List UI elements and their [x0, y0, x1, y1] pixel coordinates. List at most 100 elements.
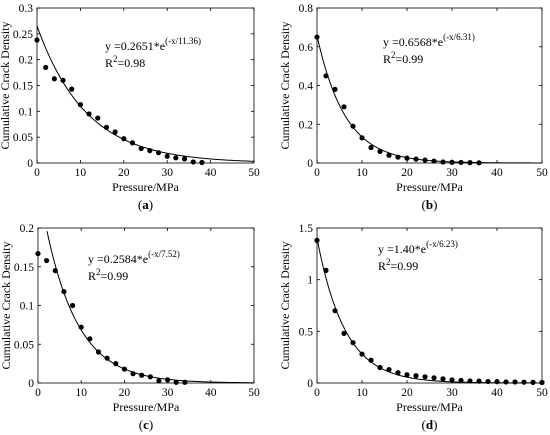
chart-panel-b: 0 10 20 30 40 50 0 0.2 0.4 0.6 0.8 Pressure/MPa Cumu… — [278, 3, 548, 212]
data-point — [129, 140, 136, 146]
data-point — [78, 324, 84, 330]
r-squared-symbol: R — [383, 52, 391, 66]
equation-exponent: (-x/7.52) — [148, 249, 180, 259]
y-axis-label: Cumulative Crack Density — [278, 242, 292, 370]
data-point — [314, 237, 320, 243]
x-tick-label: 40 — [205, 167, 217, 179]
data-point — [173, 155, 179, 161]
data-point — [395, 154, 401, 160]
data-point — [190, 159, 196, 165]
data-point — [350, 340, 356, 346]
x-tick-label: 0 — [314, 167, 320, 179]
x-tick-label: 0 — [34, 167, 40, 179]
equation-base: y =0.2651*e — [105, 39, 165, 53]
x-tick-label: 50 — [536, 387, 548, 399]
data-point — [395, 370, 401, 376]
data-point — [494, 379, 500, 385]
data-point — [431, 158, 437, 164]
data-point — [377, 148, 383, 154]
data-point — [155, 150, 162, 156]
y-tick-label: 0 — [307, 378, 313, 390]
data-point — [404, 155, 410, 161]
data-point — [476, 160, 482, 166]
r-squared-superscript: 2 — [391, 50, 396, 60]
chart-panel-d: 0 10 20 30 40 50 0 0.5 1 1.5 Pressure/MPa Cumulativ… — [278, 223, 548, 432]
x-tick-label: 50 — [248, 167, 260, 179]
data-point — [341, 104, 347, 110]
data-point — [440, 159, 446, 165]
data-point — [139, 372, 145, 378]
equation-exponent: (-x/6.31) — [443, 32, 475, 42]
data-point — [61, 288, 67, 295]
data-point — [69, 302, 76, 309]
y-tick-label: 0.2 — [20, 223, 35, 235]
data-point — [476, 378, 482, 384]
fit-equation: y =0.6568*e(-x/6.31) — [383, 32, 475, 49]
data-point — [121, 366, 127, 372]
y-tick-label: 1 — [307, 275, 313, 287]
y-axis-label: Cumulative Crack Density — [0, 242, 13, 370]
r-squared-symbol: R — [378, 259, 386, 273]
r-squared: R2=0.99 — [378, 257, 418, 273]
x-tick-label: 40 — [205, 387, 217, 399]
data-point — [103, 124, 110, 130]
x-tick-label: 10 — [75, 167, 87, 179]
r-squared-symbol: R — [88, 269, 96, 283]
data-point — [86, 111, 92, 117]
x-axis-label: Pressure/MPa — [112, 180, 179, 194]
x-tick-label: 30 — [446, 387, 458, 399]
data-point — [95, 349, 102, 355]
data-point — [199, 159, 205, 166]
y-tick-label: 0.05 — [13, 132, 33, 144]
y-axis-label: Cumulative Crack Density — [0, 22, 12, 150]
plot-frame — [316, 7, 543, 164]
y-tick-label: 0 — [307, 158, 313, 170]
data-point — [359, 351, 365, 357]
data-point — [147, 374, 153, 380]
data-point — [182, 379, 188, 385]
y-tick-label: 0.05 — [14, 339, 34, 351]
panel-label: (d) — [422, 417, 438, 432]
data-point — [181, 156, 188, 162]
plot-frame — [36, 7, 255, 164]
data-point — [350, 123, 356, 129]
y-axis-label: Cumulative Crack Density — [278, 22, 292, 150]
x-tick-label: 10 — [356, 387, 368, 399]
x-tick-label: 20 — [401, 167, 413, 179]
chart-panel-a: 0 10 20 30 40 50 0 0.05 0.1 0.15 0.2 0.25 0.3 Pressur… — [0, 3, 260, 212]
data-point — [359, 135, 365, 141]
data-point — [368, 357, 374, 363]
data-point — [413, 373, 419, 379]
data-point — [332, 86, 338, 92]
equation-base: y =0.6568*e — [383, 35, 443, 49]
x-axis-label: Pressure/MPa — [396, 400, 463, 414]
data-point — [164, 153, 170, 159]
r-squared: R2=0.98 — [105, 54, 145, 70]
data-point — [539, 379, 545, 386]
data-point — [60, 77, 66, 83]
fit-equation: y =0.2651*e(-x/11.36) — [105, 36, 201, 53]
data-point — [449, 159, 455, 165]
data-point — [77, 102, 83, 108]
data-point — [323, 73, 329, 79]
data-point — [51, 76, 57, 82]
data-point — [332, 308, 338, 314]
data-point — [34, 37, 40, 43]
x-tick-label: 10 — [356, 167, 368, 179]
data-point — [449, 377, 455, 383]
data-point — [341, 330, 347, 336]
y-tick-label: 0.6 — [299, 42, 314, 54]
data-point — [121, 136, 127, 142]
data-point — [165, 377, 171, 383]
data-point — [386, 152, 392, 158]
y-tick-label: 0.8 — [299, 3, 314, 15]
fit-equation: y =0.2584*e(-x/7.52) — [88, 249, 180, 266]
x-tick-label: 0 — [35, 387, 41, 399]
plot-frame — [316, 227, 543, 384]
data-point — [130, 371, 136, 377]
y-tick-label: 0.3 — [19, 3, 34, 15]
data-point — [431, 375, 437, 381]
x-axis-label: Pressure/MPa — [396, 180, 463, 194]
data-point — [413, 156, 419, 162]
equation-base: y =1.40*e — [378, 242, 426, 256]
